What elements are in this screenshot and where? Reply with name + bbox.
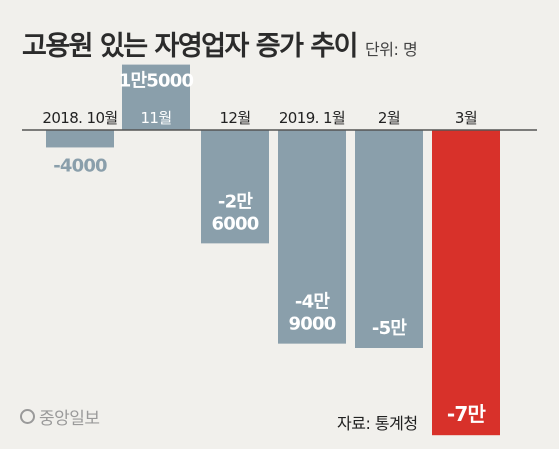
bar-4 <box>355 130 423 348</box>
bar-2 <box>201 130 269 244</box>
data-label-3-1: 9000 <box>289 314 336 335</box>
bar-0 <box>46 130 114 148</box>
chart-title-text: 고용원 있는 자영업자 증가 추이 <box>22 31 359 62</box>
bar-3 <box>278 130 346 344</box>
data-label-2-1: 6000 <box>212 213 259 234</box>
unit-label: 단위: 명 <box>365 40 418 59</box>
logo-mark-icon <box>20 409 35 424</box>
category-label-0: 2018. 10월 <box>42 109 117 127</box>
data-label-3-0: -4만 <box>295 292 330 313</box>
data-label-1-0: 1만5000 <box>119 71 194 92</box>
category-label-1: 11월 <box>140 109 171 127</box>
bar-1 <box>122 64 190 130</box>
source-note: 자료: 통계청 <box>337 414 418 433</box>
chart-title: 고용원 있는 자영업자 증가 추이 단위: 명 <box>22 24 418 63</box>
logo-text: 중앙일보 <box>39 409 100 429</box>
category-label-2: 12월 <box>219 109 250 127</box>
category-label-5: 3월 <box>455 109 477 127</box>
data-label-2-0: -2만 <box>218 191 253 212</box>
bar-5 <box>432 130 500 436</box>
data-label-0-0: -4000 <box>53 155 107 176</box>
publisher-logo: 중앙일보 <box>20 404 100 429</box>
data-label-5-0: -7만 <box>447 402 487 426</box>
category-label-4: 2월 <box>378 109 400 127</box>
data-label-4-0: -5만 <box>372 318 407 339</box>
category-label-3: 2019. 1월 <box>279 109 345 127</box>
